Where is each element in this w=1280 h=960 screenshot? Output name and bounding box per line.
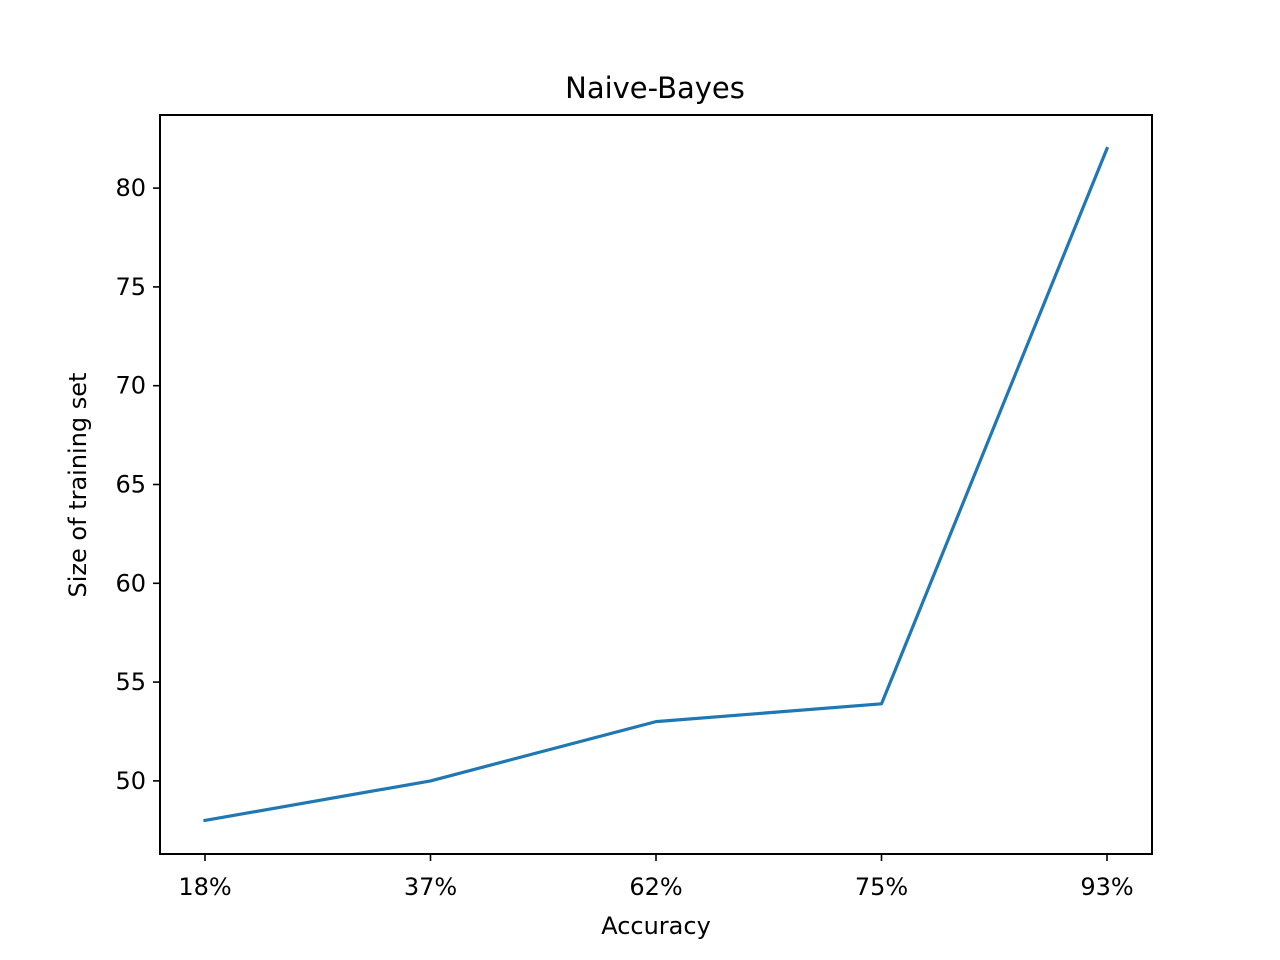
y-tick-label: 55: [115, 668, 146, 696]
y-tick-label: 70: [115, 372, 146, 400]
x-tick-label: 93%: [1080, 873, 1133, 901]
y-tick-label: 75: [115, 273, 146, 301]
y-axis: 50 55 60 65 70 75 80: [115, 174, 160, 795]
x-axis: 18% 37% 62% 75% 93%: [178, 854, 1134, 901]
plot-series: [203, 146, 1110, 823]
y-tick-label: 80: [115, 174, 146, 202]
series-line: [203, 146, 1110, 823]
x-tick-label: 75%: [855, 873, 908, 901]
plot-frame: [159, 114, 1153, 855]
x-axis-title: Accuracy: [601, 912, 711, 940]
y-tick-label: 50: [115, 767, 146, 795]
x-tick-label: 37%: [404, 873, 457, 901]
x-tick-label: 62%: [629, 873, 682, 901]
y-tick-label: 65: [115, 471, 146, 499]
y-tick-label: 60: [115, 569, 146, 597]
y-axis-title: Size of training set: [64, 373, 92, 598]
chart-title: Naive-Bayes: [565, 71, 745, 105]
x-tick-label: 18%: [178, 873, 231, 901]
